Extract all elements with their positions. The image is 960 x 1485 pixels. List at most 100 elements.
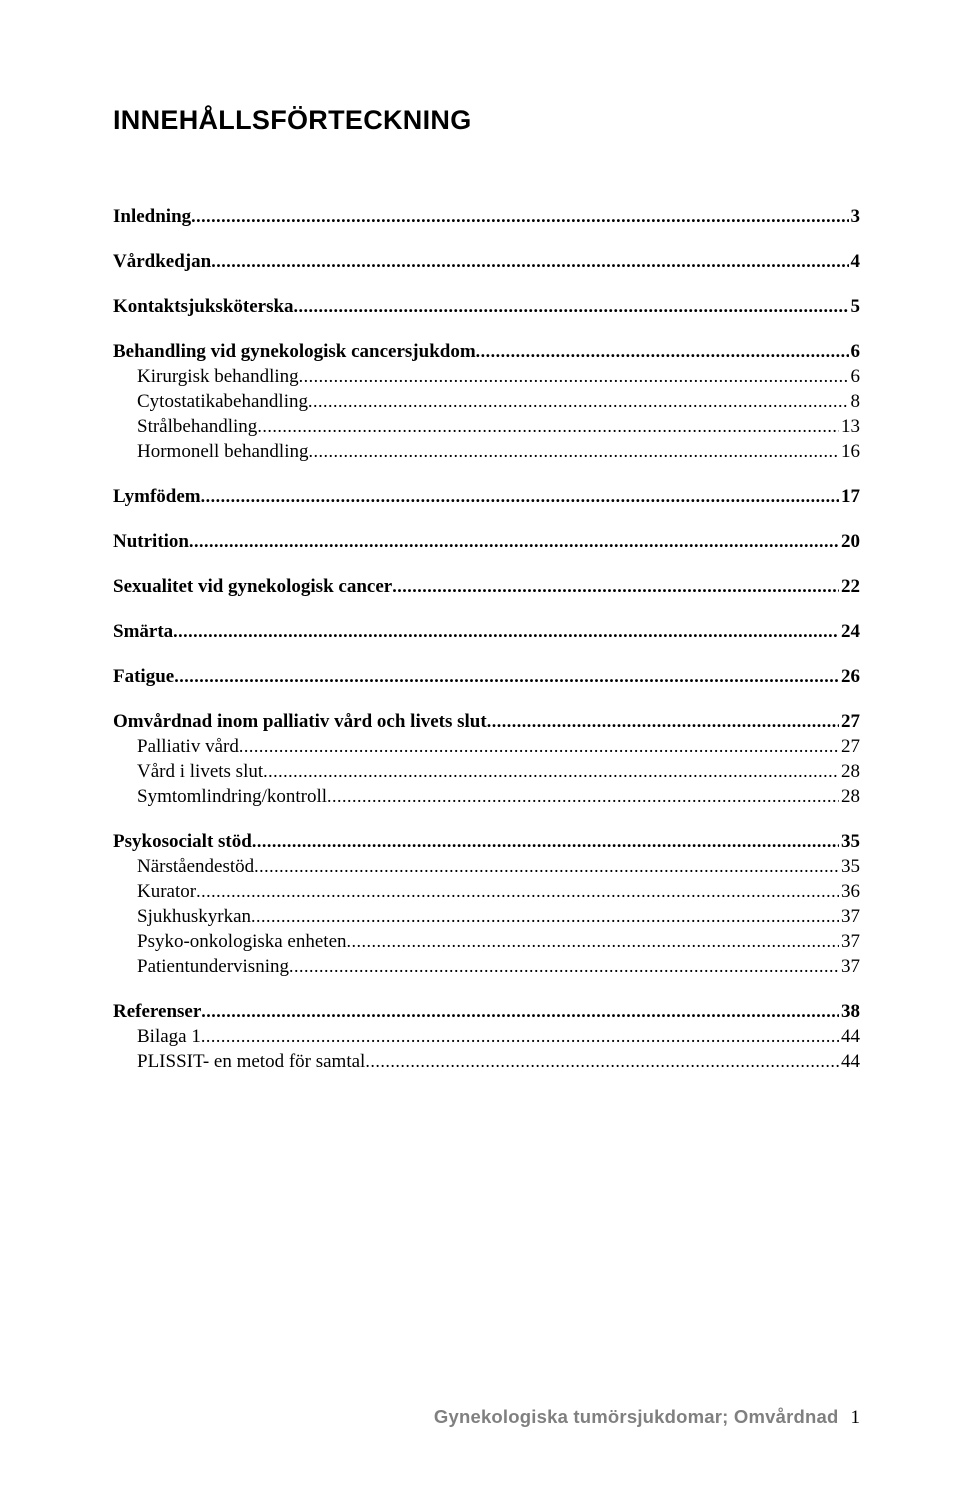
toc-entry-label: Närståendestöd [137, 856, 254, 878]
toc-dot-leader [239, 736, 839, 757]
toc-entry-page: 28 [839, 761, 860, 783]
toc-entry: Nutrition 20 [113, 531, 860, 553]
page-footer: Gynekologiska tumörsjukdomar; Omvårdnad … [113, 1406, 860, 1429]
toc-entry: Behandling vid gynekologisk cancersjukdo… [113, 341, 860, 363]
toc-entry-label: Symtomlindring/kontroll [137, 786, 327, 808]
toc-entry-label: Fatigue [113, 666, 174, 688]
toc-entry: Vård i livets slut 28 [113, 761, 860, 783]
toc-entry-label: Psyko-onkologiska enheten [137, 931, 347, 953]
toc-dot-leader [347, 931, 839, 952]
toc-dot-leader [299, 366, 849, 387]
toc-entry-label: Sjukhuskyrkan [137, 906, 251, 928]
toc-entry: Cytostatikabehandling 8 [113, 391, 860, 413]
toc-entry: PLISSIT- en metod för samtal 44 [113, 1051, 860, 1073]
toc-dot-leader [254, 856, 839, 877]
toc-entry: Palliativ vård 27 [113, 736, 860, 758]
toc-dot-leader [201, 1001, 839, 1022]
toc-dot-leader [201, 1026, 839, 1047]
toc-entry-page: 27 [839, 711, 860, 733]
toc-entry-label: Psykosocialt stöd [113, 831, 252, 853]
toc-dot-leader [201, 486, 839, 507]
toc-dot-leader [211, 251, 848, 272]
toc-entry-page: 20 [839, 531, 860, 553]
toc-entry: Patientundervisning 37 [113, 956, 860, 978]
toc-entry-page: 22 [839, 576, 860, 598]
toc-entry: Referenser38 [113, 1001, 860, 1023]
toc-dot-leader [289, 956, 839, 977]
toc-dot-leader [392, 576, 839, 597]
toc-entry-page: 27 [839, 736, 860, 758]
toc-entry-label: Omvårdnad inom palliativ vård och livets… [113, 711, 487, 733]
toc-entry-page: 37 [839, 931, 860, 953]
toc-entry: Omvårdnad inom palliativ vård och livets… [113, 711, 860, 733]
toc-entry: Kurator 36 [113, 881, 860, 903]
toc-entry-page: 38 [839, 1001, 860, 1023]
toc-entry-label: Sexualitet vid gynekologisk cancer [113, 576, 392, 598]
toc-entry-label: Vård i livets slut [137, 761, 263, 783]
toc-entry: Bilaga 1 44 [113, 1026, 860, 1048]
toc-entry-label: Cytostatikabehandling [137, 391, 308, 413]
toc-entry-label: Behandling vid gynekologisk cancersjukdo… [113, 341, 476, 363]
toc-entry-label: Nutrition [113, 531, 189, 553]
toc-entry-page: 17 [839, 486, 860, 508]
toc-entry-page: 6 [849, 366, 861, 388]
toc-entry-page: 4 [849, 251, 861, 273]
toc-entry-label: Bilaga 1 [137, 1026, 201, 1048]
toc-entry-page: 44 [839, 1051, 860, 1073]
toc-dot-leader [196, 881, 839, 902]
toc-entry-page: 24 [839, 621, 860, 643]
toc-entry-page: 36 [839, 881, 860, 903]
toc-dot-leader [487, 711, 839, 732]
toc-entry-page: 44 [839, 1026, 860, 1048]
toc-entry-label: Kontaktsjuksköterska [113, 296, 294, 318]
toc-entry-label: Inledning [113, 206, 191, 228]
toc-entry: Symtomlindring/kontroll 28 [113, 786, 860, 808]
toc-entry: Närståendestöd 35 [113, 856, 860, 878]
toc-dot-leader [294, 296, 849, 317]
toc-entry-label: Palliativ vård [137, 736, 239, 758]
footer-title: Gynekologiska tumörsjukdomar; Omvårdnad [434, 1406, 839, 1428]
toc-entry-page: 28 [839, 786, 860, 808]
document-page: INNEHÅLLSFÖRTECKNING Inledning3Vårdkedja… [0, 0, 960, 1485]
toc-entry-label: Patientundervisning [137, 956, 289, 978]
toc-entry-page: 35 [839, 831, 860, 853]
toc-entry: Smärta 24 [113, 621, 860, 643]
toc-dot-leader [257, 416, 839, 437]
toc-dot-leader [327, 786, 839, 807]
toc-entry-label: PLISSIT- en metod för samtal [137, 1051, 365, 1073]
toc-dot-leader [476, 341, 849, 362]
toc-dot-leader [309, 441, 840, 462]
toc-entry: Vårdkedjan4 [113, 251, 860, 273]
toc-dot-leader [191, 206, 848, 227]
toc-entry-page: 26 [839, 666, 860, 688]
toc-entry: Fatigue 26 [113, 666, 860, 688]
toc-entry-label: Kurator [137, 881, 196, 903]
toc-entry: Psykosocialt stöd 35 [113, 831, 860, 853]
toc-entry-page: 35 [839, 856, 860, 878]
toc-dot-leader [365, 1051, 839, 1072]
toc-entry: Hormonell behandling 16 [113, 441, 860, 463]
toc-entry: Lymfödem 17 [113, 486, 860, 508]
toc-entry-label: Smärta [113, 621, 173, 643]
toc-entry-label: Kirurgisk behandling [137, 366, 299, 388]
toc-entry-page: 16 [839, 441, 860, 463]
toc-dot-leader [174, 666, 839, 687]
toc-entry: Strålbehandling13 [113, 416, 860, 438]
toc-entry-page: 13 [839, 416, 860, 438]
toc-dot-leader [263, 761, 839, 782]
toc-entry-label: Hormonell behandling [137, 441, 309, 463]
toc-entry: Sjukhuskyrkan 37 [113, 906, 860, 928]
toc-dot-leader [251, 906, 839, 927]
toc-entry: Inledning3 [113, 206, 860, 228]
toc-entry: Kontaktsjuksköterska 5 [113, 296, 860, 318]
toc-entry-page: 37 [839, 956, 860, 978]
toc-entry-page: 8 [849, 391, 861, 413]
toc-entry: Sexualitet vid gynekologisk cancer 22 [113, 576, 860, 598]
toc-entry: Kirurgisk behandling 6 [113, 366, 860, 388]
toc-dot-leader [252, 831, 839, 852]
table-of-contents: Inledning3 Vårdkedjan4 Kontaktsjukskötersk… [113, 206, 860, 1073]
toc-entry-page: 37 [839, 906, 860, 928]
toc-entry-page: 5 [849, 296, 861, 318]
toc-dot-leader [308, 391, 849, 412]
toc-entry-label: Lymfödem [113, 486, 201, 508]
